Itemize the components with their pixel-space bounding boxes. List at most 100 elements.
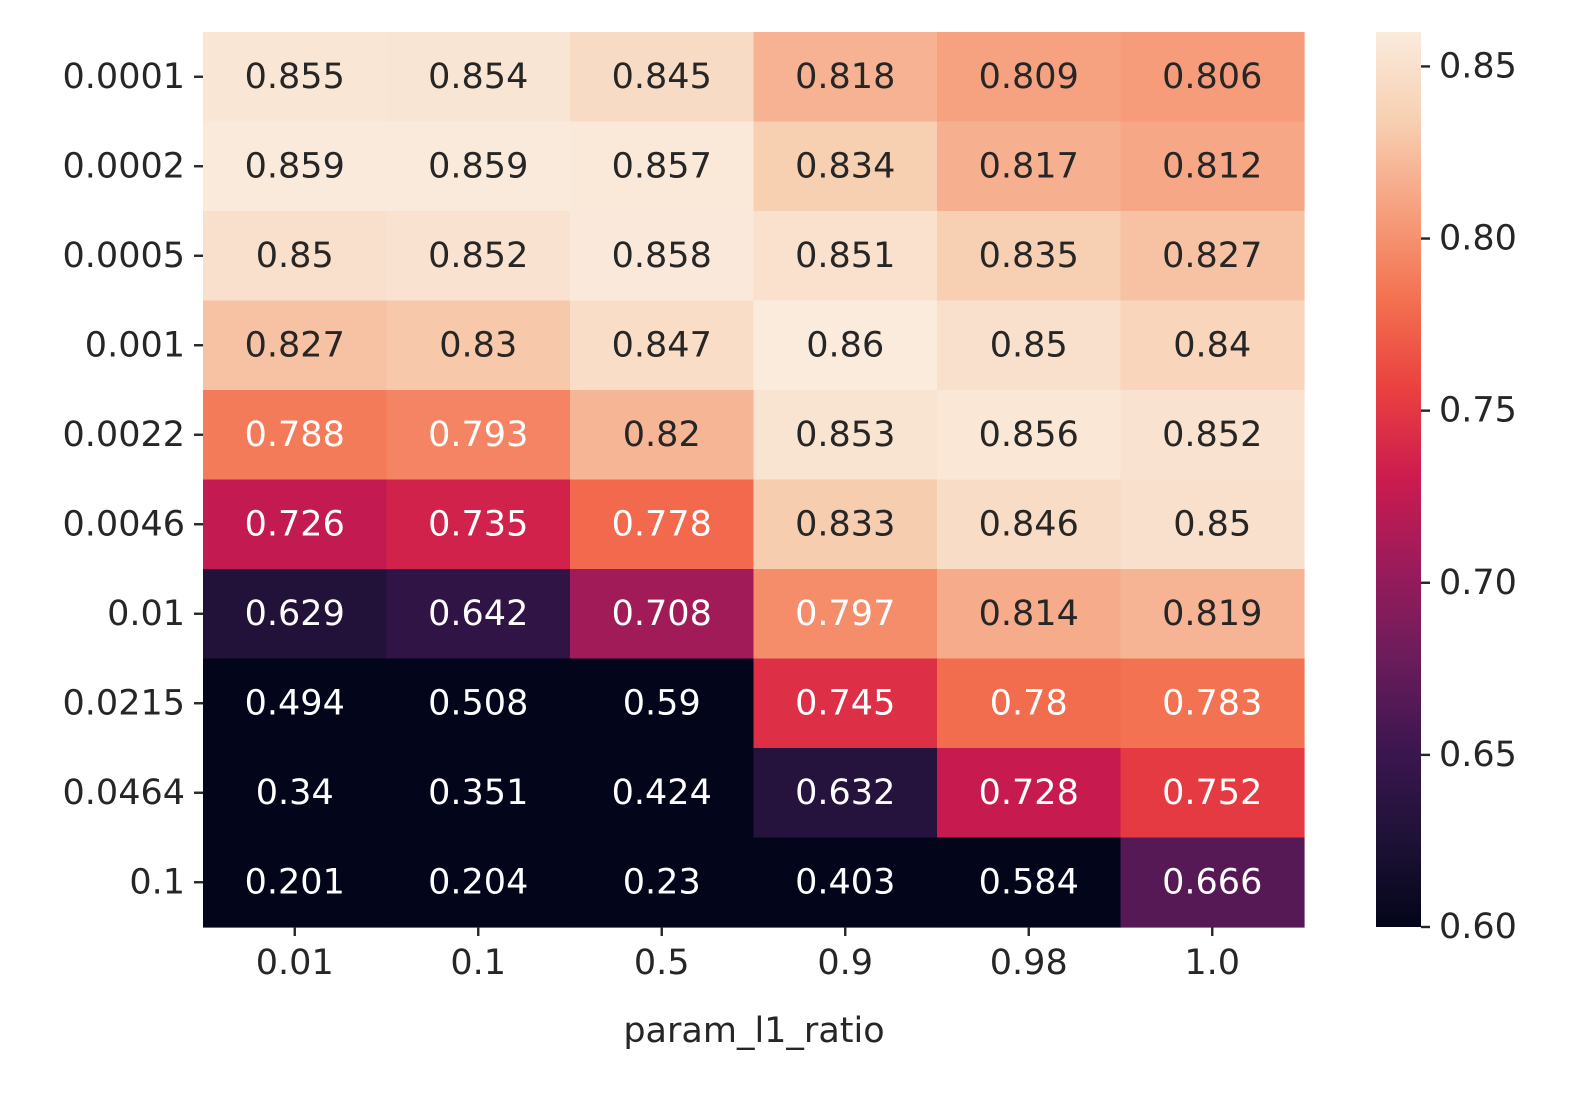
heatmap-cell-label: 0.852 xyxy=(1162,415,1262,455)
heatmap-cell-label: 0.59 xyxy=(623,683,701,723)
heatmap-cell-label: 0.403 xyxy=(795,862,895,902)
y-tick-label: 0.0464 xyxy=(63,773,185,813)
colorbar-tick-label: 0.75 xyxy=(1439,391,1517,431)
heatmap-cell xyxy=(753,479,938,570)
heatmap-cell xyxy=(386,748,571,839)
heatmap-cell-label: 0.852 xyxy=(428,236,528,276)
heatmap-cell xyxy=(570,748,755,839)
heatmap-cell xyxy=(937,748,1122,839)
heatmap-cell-label: 0.666 xyxy=(1162,862,1262,902)
x-tick-label: 1.0 xyxy=(1184,943,1240,983)
heatmap-cell xyxy=(386,658,571,749)
heatmap-cell-label: 0.85 xyxy=(1173,504,1251,544)
colorbar-tick-label: 0.85 xyxy=(1439,46,1517,86)
heatmap-cell xyxy=(570,837,755,928)
heatmap-cell xyxy=(753,748,938,839)
heatmap-cell xyxy=(1120,748,1305,839)
heatmap-cell xyxy=(203,479,388,570)
colorbar-gradient xyxy=(1376,32,1421,927)
heatmap-cell-label: 0.726 xyxy=(245,504,345,544)
y-tick-label: 0.1 xyxy=(129,862,185,902)
heatmap-cell xyxy=(1120,390,1305,481)
heatmap-cell-label: 0.812 xyxy=(1162,146,1262,186)
x-tick-label: 0.01 xyxy=(256,943,334,983)
heatmap-cell xyxy=(386,300,571,391)
y-tick-label: 0.0002 xyxy=(63,146,185,186)
heatmap-cell-label: 0.834 xyxy=(795,146,895,186)
heatmap-cell xyxy=(1120,300,1305,391)
heatmap-cell xyxy=(753,32,938,123)
heatmap-cell-label: 0.642 xyxy=(428,594,528,634)
heatmap-cell xyxy=(570,658,755,749)
y-tick-label: 0.0046 xyxy=(63,504,185,544)
heatmap-cell-label: 0.854 xyxy=(428,57,528,97)
y-tick-label: 0.0215 xyxy=(63,683,185,723)
heatmap-cell xyxy=(203,658,388,749)
heatmap-cell-label: 0.201 xyxy=(245,862,345,902)
heatmap-cell xyxy=(386,32,571,123)
heatmap-cell xyxy=(937,479,1122,570)
heatmap-cell xyxy=(753,837,938,928)
heatmap-cell-label: 0.817 xyxy=(979,146,1079,186)
y-tick-label: 0.0001 xyxy=(63,57,185,97)
heatmap-cell xyxy=(1120,837,1305,928)
heatmap-cell-label: 0.708 xyxy=(612,594,712,634)
heatmap-cell-label: 0.809 xyxy=(979,57,1079,97)
heatmap-cell xyxy=(937,32,1122,123)
heatmap-cell-label: 0.835 xyxy=(979,236,1079,276)
heatmap-cell xyxy=(203,837,388,928)
heatmap-cell-label: 0.34 xyxy=(256,773,334,813)
heatmap-cell xyxy=(1120,211,1305,302)
heatmap-cell xyxy=(203,569,388,660)
heatmap-cell xyxy=(386,121,571,212)
heatmap-cell xyxy=(203,211,388,302)
heatmap-cell-label: 0.827 xyxy=(1162,236,1262,276)
heatmap-cell-label: 0.745 xyxy=(795,683,895,723)
colorbar-tick-label: 0.70 xyxy=(1439,563,1517,603)
heatmap-cell xyxy=(1120,32,1305,123)
heatmap-cell-label: 0.853 xyxy=(795,415,895,455)
heatmap-cell-label: 0.508 xyxy=(428,683,528,723)
heatmap-cell-label: 0.86 xyxy=(806,325,884,365)
heatmap-cell xyxy=(937,211,1122,302)
heatmap-cell-label: 0.859 xyxy=(428,146,528,186)
heatmap-cell xyxy=(753,569,938,660)
heatmap-cell xyxy=(203,390,388,481)
heatmap-cell-label: 0.23 xyxy=(623,862,701,902)
colorbar-tick-label: 0.60 xyxy=(1439,907,1517,947)
heatmap-cell xyxy=(753,658,938,749)
heatmap-cell-label: 0.793 xyxy=(428,415,528,455)
heatmap-cell xyxy=(570,569,755,660)
heatmap-cell xyxy=(753,211,938,302)
heatmap-cell-label: 0.846 xyxy=(979,504,1079,544)
colorbar: 0.60 0.65 0.70 0.75 0.80 0.85 xyxy=(1376,32,1517,947)
heatmap-cell-label: 0.797 xyxy=(795,594,895,634)
heatmap-cell xyxy=(937,121,1122,212)
heatmap-cell-label: 0.819 xyxy=(1162,594,1262,634)
heatmap-cell-label: 0.833 xyxy=(795,504,895,544)
heatmap-cell-label: 0.494 xyxy=(245,683,345,723)
heatmap-cell-label: 0.204 xyxy=(428,862,528,902)
heatmap-cell-label: 0.351 xyxy=(428,773,528,813)
heatmap-cell xyxy=(1120,569,1305,660)
heatmap-cell xyxy=(570,32,755,123)
heatmap-cell-labels: 0.855 0.854 0.845 0.818 0.809 0.806 0.859 0.859… xyxy=(245,57,1263,903)
heatmap-cell-label: 0.818 xyxy=(795,57,895,97)
heatmap-cell-label: 0.78 xyxy=(990,683,1068,723)
heatmap-cell-label: 0.632 xyxy=(795,773,895,813)
heatmap-cell-label: 0.783 xyxy=(1162,683,1262,723)
colorbar-tick-label: 0.65 xyxy=(1439,735,1517,775)
y-tick-label: 0.001 xyxy=(85,325,185,365)
heatmap-cell-label: 0.752 xyxy=(1162,773,1262,813)
heatmap-cell xyxy=(937,300,1122,391)
heatmap-cell xyxy=(203,748,388,839)
heatmap-cell-label: 0.806 xyxy=(1162,57,1262,97)
heatmap-cell xyxy=(203,300,388,391)
y-tick-label: 0.0022 xyxy=(63,415,185,455)
heatmap-cell xyxy=(1120,121,1305,212)
heatmap-cell-label: 0.85 xyxy=(990,325,1068,365)
heatmap-cell xyxy=(570,479,755,570)
heatmap-cell xyxy=(386,569,571,660)
y-tick-label: 0.01 xyxy=(107,594,185,634)
